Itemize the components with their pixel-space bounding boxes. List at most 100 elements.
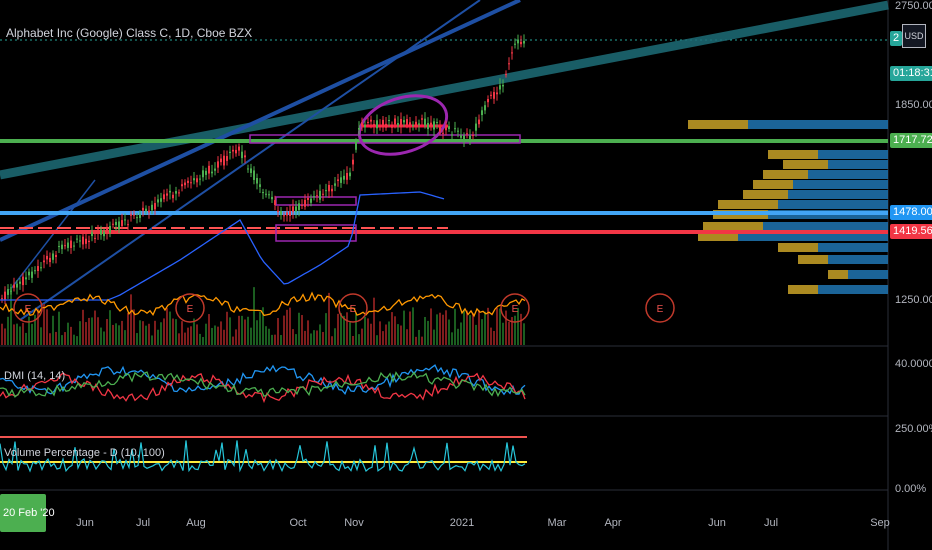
candle-body <box>394 118 396 125</box>
candle-body <box>103 231 105 237</box>
candle-body <box>55 254 57 258</box>
volume-bar <box>340 313 342 345</box>
volume-bar <box>40 327 42 345</box>
trendline-blue-lower[interactable] <box>19 0 481 321</box>
volume-bar <box>349 322 351 345</box>
candle-body <box>268 194 270 196</box>
volume-bar <box>493 330 495 345</box>
time-tick: 2021 <box>450 517 474 529</box>
volume-bar <box>499 308 501 345</box>
volume-bar <box>166 308 168 345</box>
trend-channel-teal[interactable] <box>0 0 889 180</box>
candle-body <box>28 271 30 276</box>
volume-bar <box>115 323 117 345</box>
volume-bar <box>523 323 525 345</box>
volume-bar <box>514 315 516 345</box>
volume-bar <box>223 329 225 345</box>
profile-bar-blue <box>763 222 888 231</box>
volume-bar <box>361 328 363 345</box>
range-box-low[interactable] <box>275 224 357 242</box>
range-box-top[interactable] <box>249 134 521 144</box>
candle-body <box>175 191 177 194</box>
candle-body <box>505 74 507 76</box>
volume-bar <box>331 336 333 345</box>
candle-body <box>193 178 195 181</box>
trendline-blue-upper[interactable] <box>0 0 521 242</box>
volume-bar <box>73 334 75 345</box>
time-tick: Mar <box>548 517 567 529</box>
volume-bar <box>283 315 285 345</box>
volume-bar <box>406 329 408 345</box>
volume-bar <box>265 326 267 345</box>
trendline-blue-small[interactable] <box>9 179 96 291</box>
candle-body <box>232 149 234 152</box>
candle-body <box>241 151 243 159</box>
candle-body <box>466 133 468 135</box>
highlight-ellipse[interactable] <box>352 85 454 164</box>
profile-bar-gold <box>718 200 778 209</box>
volume-bar <box>172 318 174 345</box>
profile-bar-blue <box>793 180 888 189</box>
candle-body <box>481 110 483 116</box>
dmi-axis-label: 40.0000 <box>895 358 932 370</box>
volume-bar <box>160 322 162 345</box>
candle-body <box>172 194 174 199</box>
candle-body <box>94 237 96 239</box>
volume-bar <box>352 335 354 345</box>
volume-bar <box>409 311 411 345</box>
volume-bar <box>157 329 159 345</box>
volume-bar <box>163 318 165 345</box>
candle-body <box>295 206 297 212</box>
volume-bar <box>46 309 48 345</box>
volume-bar <box>34 314 36 345</box>
volume-bar <box>175 319 177 345</box>
candle-body <box>409 122 411 126</box>
volume-bar <box>292 329 294 345</box>
volume-bar <box>259 311 261 345</box>
candle-body <box>229 151 231 154</box>
volume-bar <box>373 297 375 345</box>
volume-bar <box>253 287 255 345</box>
currency-button[interactable]: USD <box>902 24 926 48</box>
candle-body <box>58 246 60 248</box>
volume-bar <box>202 336 204 345</box>
candle-body <box>253 170 255 180</box>
volume-bar <box>454 308 456 345</box>
volume-bar <box>82 309 84 345</box>
volume-bar <box>235 329 237 345</box>
volume-bar <box>238 315 240 345</box>
candle-body <box>355 141 357 150</box>
profile-bar-gold <box>768 150 818 159</box>
volume-bar <box>13 324 15 345</box>
volume-bar <box>142 321 144 345</box>
volume-bar <box>58 311 60 345</box>
volume-bar <box>268 328 270 345</box>
volume-bar <box>427 320 429 345</box>
candle-body <box>1 298 3 300</box>
time-axis[interactable]: Jun Jul Aug Oct Nov 2021 Mar Apr Jun Jul Sep <box>76 517 890 529</box>
candle-body <box>163 194 165 200</box>
volume-bar <box>460 322 462 345</box>
last-price-label: 2 <box>890 31 903 46</box>
dmi-minus-line <box>0 372 526 404</box>
candle-body <box>100 229 102 235</box>
candle-body <box>418 123 420 125</box>
volume-bar <box>52 315 54 345</box>
time-tick: Jul <box>764 517 778 529</box>
candle-body <box>331 188 333 192</box>
volume-bar <box>337 313 339 345</box>
volume-bar <box>211 327 213 345</box>
volume-bar <box>139 320 141 345</box>
volume-bar <box>106 319 108 345</box>
volume-bar <box>421 336 423 345</box>
candle-body <box>22 276 24 286</box>
volume-bar <box>391 312 393 345</box>
candle-body <box>322 193 324 195</box>
candle-body <box>496 92 498 95</box>
range-box-mid[interactable] <box>275 196 357 206</box>
profile-bar-blue <box>818 285 888 294</box>
candle-body <box>346 172 348 180</box>
earnings-marker <box>645 293 675 323</box>
